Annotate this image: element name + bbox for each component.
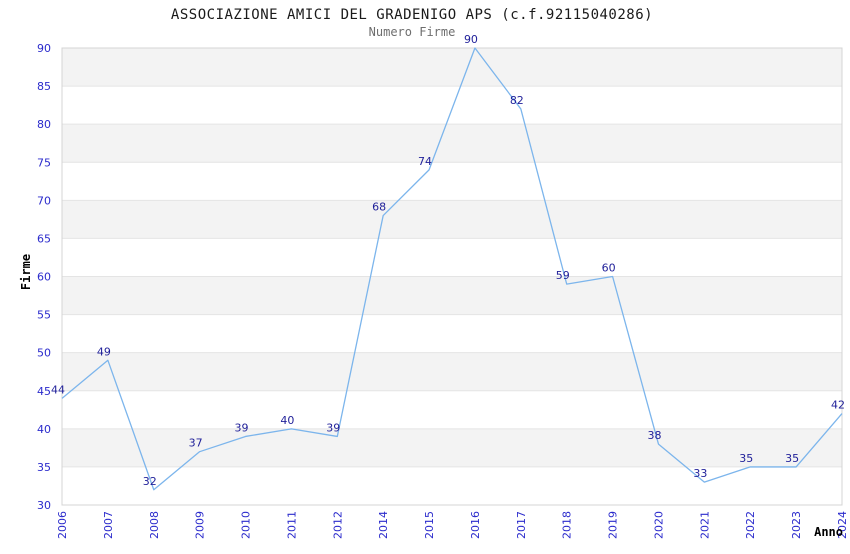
y-tick-label: 30: [37, 499, 51, 512]
y-tick-label: 85: [37, 80, 51, 93]
x-tick-label: 2019: [607, 511, 620, 539]
plot-band: [62, 352, 842, 391]
chart-subtitle: Numero Firme: [369, 25, 456, 39]
x-tick-label: 2008: [148, 511, 161, 539]
data-point-label: 33: [693, 467, 707, 480]
x-axis-title: Anno: [814, 525, 843, 539]
y-tick-label: 60: [37, 271, 51, 284]
plot-band: [62, 276, 842, 315]
data-point-label: 37: [189, 437, 203, 450]
data-point-label: 40: [280, 414, 294, 427]
data-point-label: 35: [739, 452, 753, 465]
x-tick-label: 2007: [102, 511, 115, 539]
x-tick-label: 2018: [561, 511, 574, 539]
y-tick-label: 70: [37, 194, 51, 207]
y-tick-label: 90: [37, 42, 51, 55]
y-tick-label: 65: [37, 232, 51, 245]
chart-title: ASSOCIAZIONE AMICI DEL GRADENIGO APS (c.…: [171, 7, 653, 23]
data-point-label: 49: [97, 345, 111, 358]
y-tick-label: 80: [37, 118, 51, 131]
plot-band: [62, 48, 842, 87]
data-point-label: 68: [372, 201, 386, 214]
x-tick-label: 2006: [56, 511, 69, 539]
x-tick-label: 2010: [240, 511, 253, 539]
data-point-label: 60: [602, 262, 616, 275]
y-tick-label: 50: [37, 347, 51, 360]
x-tick-label: 2009: [194, 511, 207, 539]
x-tick-label: 2016: [469, 511, 482, 539]
x-tick-label: 2014: [377, 511, 390, 539]
data-point-label: 90: [464, 33, 478, 46]
plot-band: [62, 124, 842, 163]
x-tick-label: 2023: [790, 511, 803, 539]
x-tick-label: 2021: [698, 511, 711, 539]
y-tick-label: 45: [37, 385, 51, 398]
y-axis-title: Firme: [19, 254, 33, 290]
plot-area: 30 35 40 45 50 55 60 65 70 75 80 85 90 2006 2007 2008 20…: [37, 33, 849, 539]
x-tick-label: 2024: [836, 511, 849, 539]
x-tick-label: 2015: [423, 511, 436, 539]
x-tick-label: 2012: [331, 511, 344, 539]
x-tick-label: 2017: [515, 511, 528, 539]
plot-band: [62, 200, 842, 239]
data-point-label: 35: [785, 452, 799, 465]
y-tick-label: 35: [37, 461, 51, 474]
series-line: [61, 47, 843, 491]
data-point-label: 44: [51, 383, 65, 396]
data-point-label: 74: [418, 155, 432, 168]
y-tick-label: 75: [37, 156, 51, 169]
data-point-label: 82: [510, 94, 524, 107]
x-tick-label: 2020: [652, 511, 665, 539]
plot-border: [61, 47, 843, 506]
data-point-label: 42: [831, 399, 845, 412]
data-point-label: 38: [647, 429, 661, 442]
data-point-label: 32: [143, 475, 157, 488]
x-tick-label: 2011: [285, 511, 298, 539]
data-point-label: 39: [326, 421, 340, 434]
data-point-label: 39: [235, 421, 249, 434]
plot-band: [62, 428, 842, 467]
y-tick-label: 55: [37, 309, 51, 322]
x-tick-label: 2022: [744, 511, 757, 539]
data-point-label: 59: [556, 269, 570, 282]
y-tick-label: 40: [37, 423, 51, 436]
